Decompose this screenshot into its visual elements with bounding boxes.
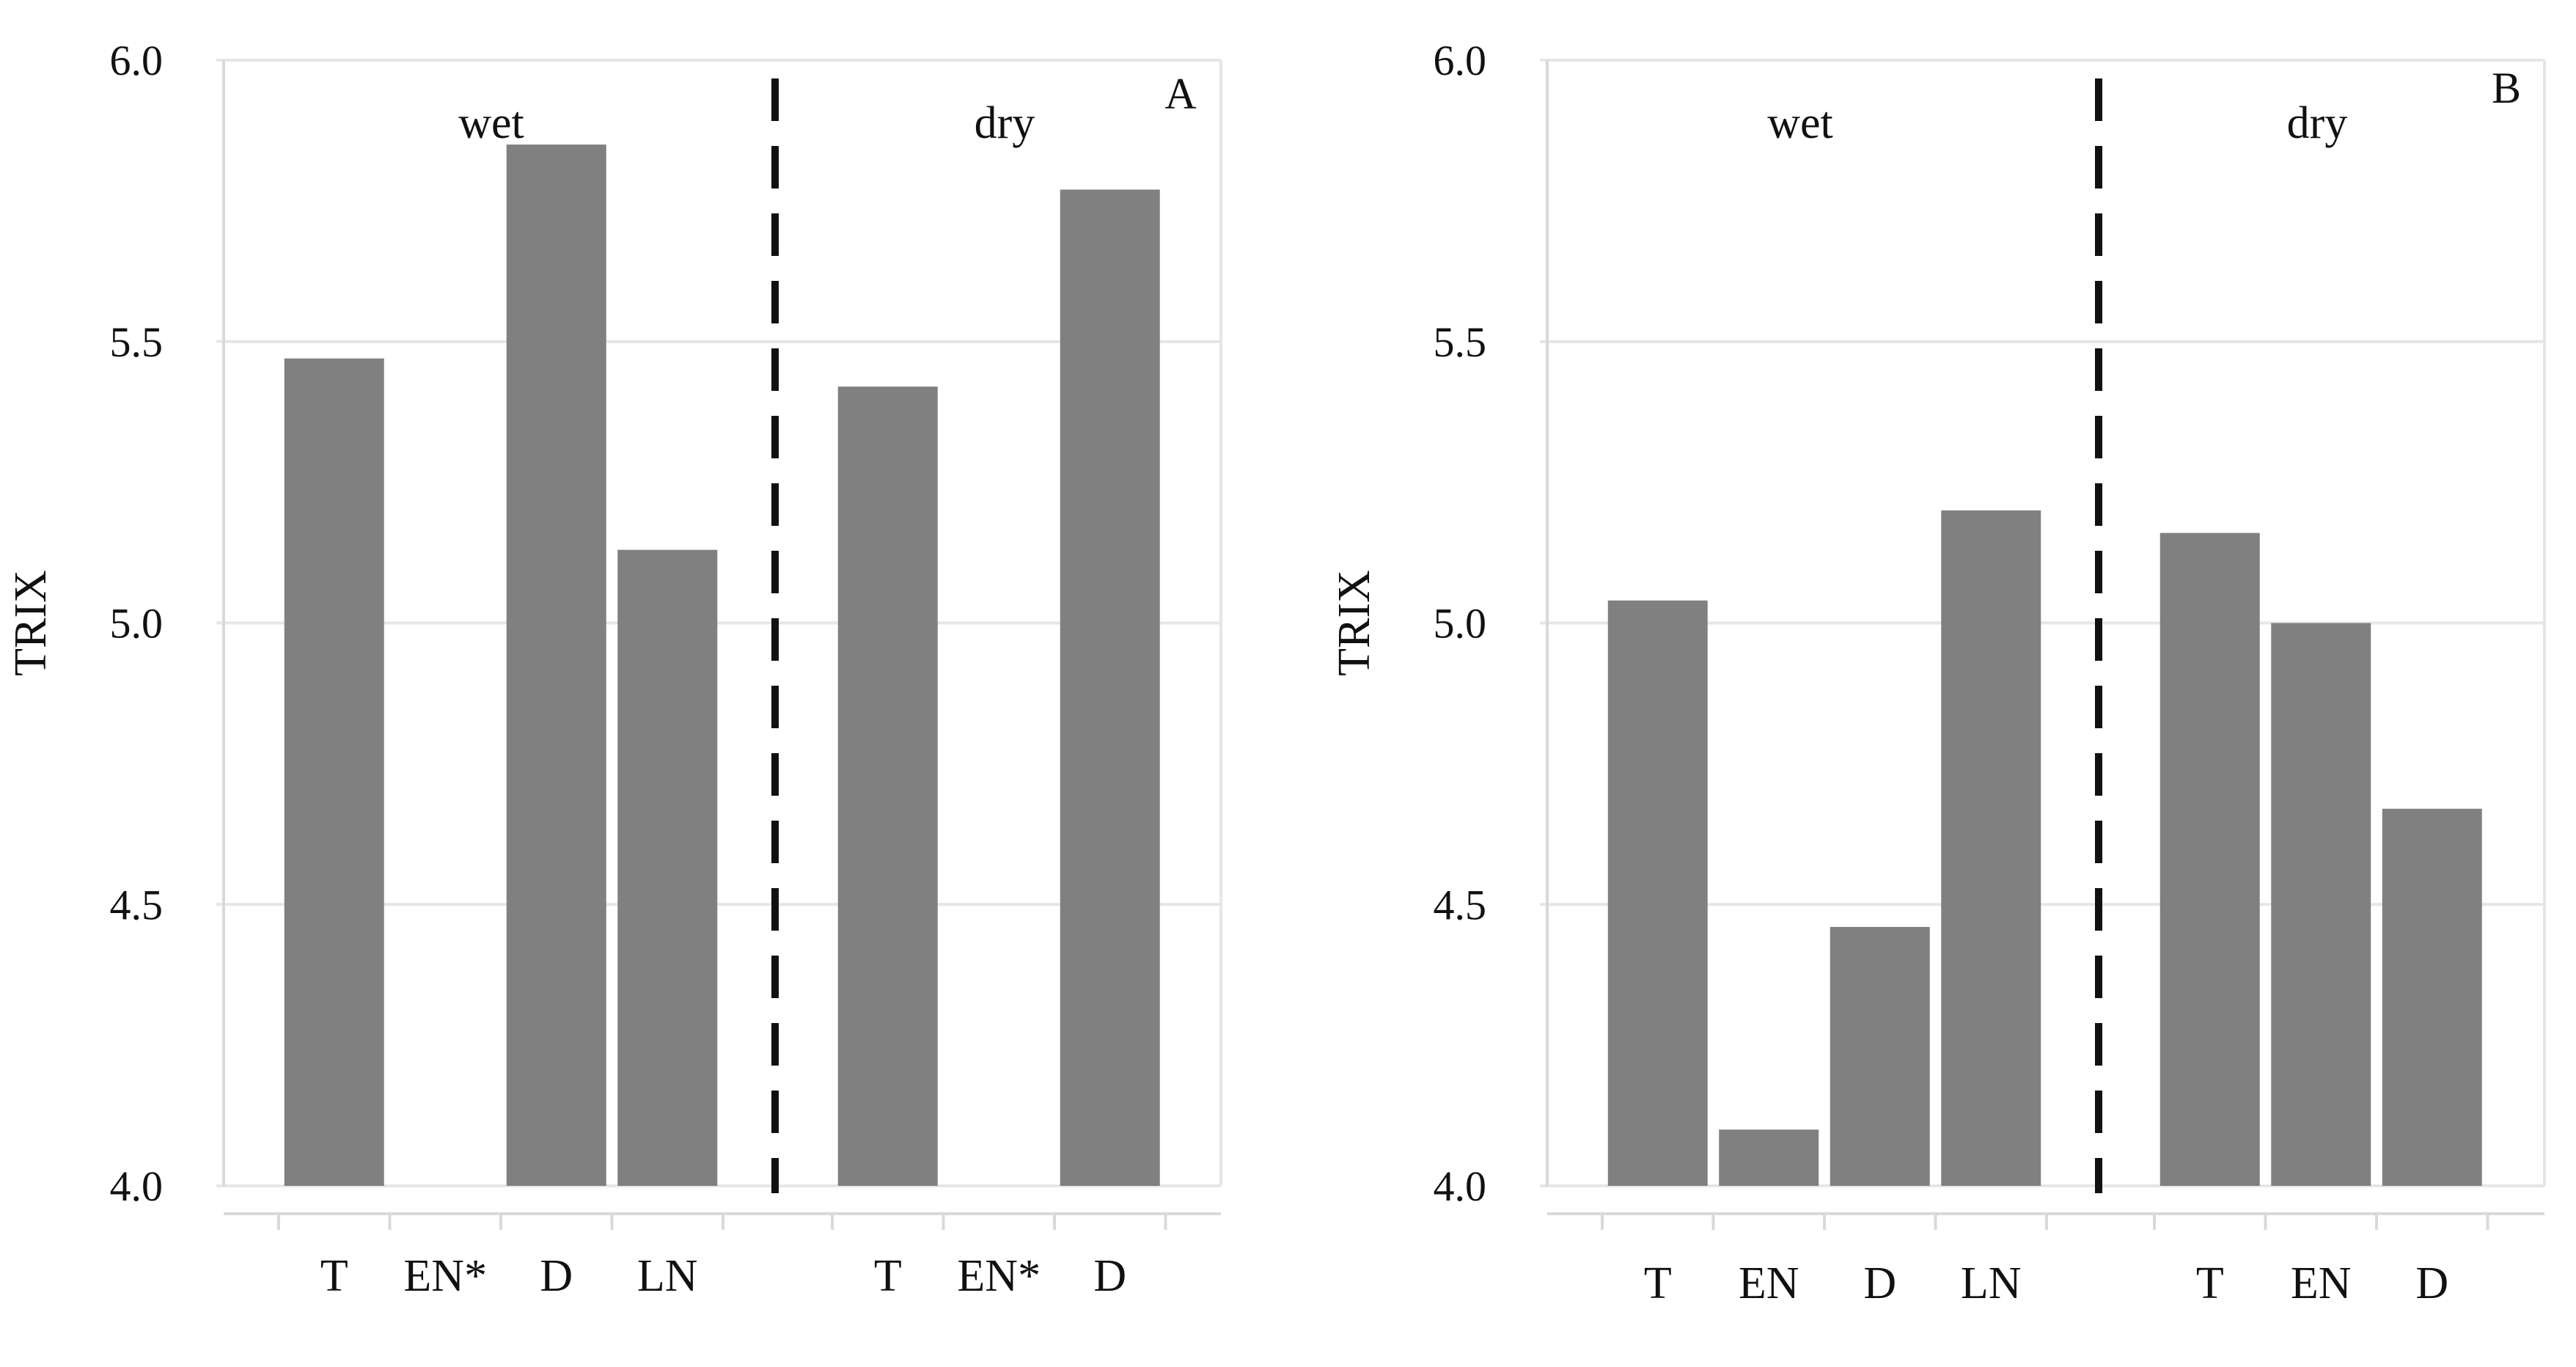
y-axis-title: TRIX: [6, 570, 56, 676]
season-label-dry: dry: [975, 98, 1035, 148]
y-tick-label: 6.0: [1434, 37, 1487, 84]
season-label-wet: wet: [458, 98, 524, 148]
y-tick-label: 6.0: [110, 37, 164, 84]
bar-dry-d: [2382, 808, 2482, 1186]
category-label: T: [320, 1251, 348, 1301]
category-label: T: [874, 1251, 902, 1301]
category-label: T: [2196, 1258, 2224, 1308]
category-label: EN*: [957, 1251, 1041, 1301]
category-label: T: [1644, 1258, 1672, 1308]
category-label: EN*: [403, 1251, 487, 1301]
season-label-wet: wet: [1767, 98, 1833, 148]
category-label: D: [540, 1251, 573, 1301]
y-tick-label: 4.0: [1434, 1162, 1487, 1210]
bar-wet-t: [284, 358, 384, 1186]
category-label: D: [1093, 1251, 1126, 1301]
bar-dry-t: [2159, 532, 2260, 1186]
y-tick-label: 4.5: [1434, 881, 1487, 928]
bar-dry-t: [837, 386, 938, 1186]
category-label: D: [2415, 1258, 2448, 1308]
category-label: EN: [2291, 1258, 2352, 1308]
category-label: LN: [637, 1251, 698, 1301]
bar-dry-en: [2271, 623, 2371, 1186]
category-label: EN: [1739, 1258, 1799, 1308]
bar-wet-d: [506, 144, 606, 1186]
panel-label: A: [1164, 70, 1196, 118]
y-tick-label: 4.0: [110, 1162, 164, 1210]
y-tick-label: 4.5: [110, 881, 164, 928]
bar-wet-ln: [1941, 510, 2041, 1186]
bar-wet-d: [1830, 926, 1930, 1186]
season-label-dry: dry: [2287, 98, 2348, 148]
y-axis-title: TRIX: [1329, 570, 1379, 676]
bar-wet-ln: [617, 549, 718, 1186]
bar-dry-d: [1060, 189, 1160, 1186]
category-label: D: [1863, 1258, 1896, 1308]
y-tick-label: 5.0: [110, 600, 164, 648]
bar-wet-t: [1607, 600, 1708, 1186]
panel-label: B: [2492, 64, 2521, 112]
bar-wet-en: [1719, 1129, 1819, 1186]
y-tick-label: 5.0: [1434, 600, 1487, 648]
y-tick-label: 5.5: [110, 318, 164, 366]
y-tick-label: 5.5: [1434, 318, 1487, 366]
category-label: LN: [1961, 1258, 2022, 1308]
